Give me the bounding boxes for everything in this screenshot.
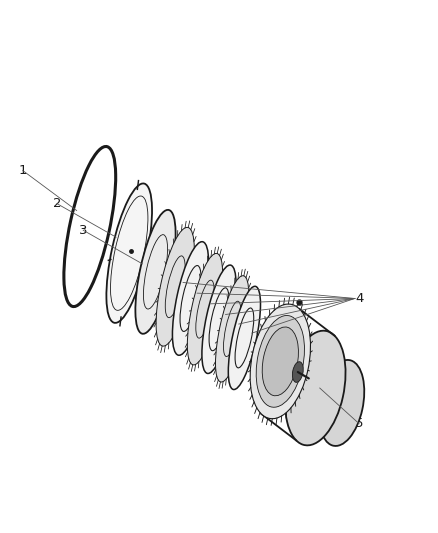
Ellipse shape bbox=[250, 304, 311, 419]
Ellipse shape bbox=[293, 362, 303, 382]
Text: 1: 1 bbox=[18, 164, 27, 177]
Ellipse shape bbox=[173, 241, 208, 356]
Text: 4: 4 bbox=[355, 292, 364, 305]
Ellipse shape bbox=[202, 265, 236, 374]
Ellipse shape bbox=[256, 316, 304, 407]
Ellipse shape bbox=[187, 253, 223, 365]
Ellipse shape bbox=[106, 183, 152, 323]
Ellipse shape bbox=[319, 360, 364, 446]
Text: 5: 5 bbox=[355, 417, 364, 430]
Ellipse shape bbox=[135, 210, 176, 334]
Ellipse shape bbox=[215, 276, 249, 382]
Ellipse shape bbox=[228, 286, 261, 390]
Text: 2: 2 bbox=[53, 197, 61, 210]
Ellipse shape bbox=[285, 330, 346, 446]
Text: 3: 3 bbox=[79, 224, 88, 237]
Ellipse shape bbox=[262, 327, 298, 396]
Ellipse shape bbox=[156, 228, 194, 346]
